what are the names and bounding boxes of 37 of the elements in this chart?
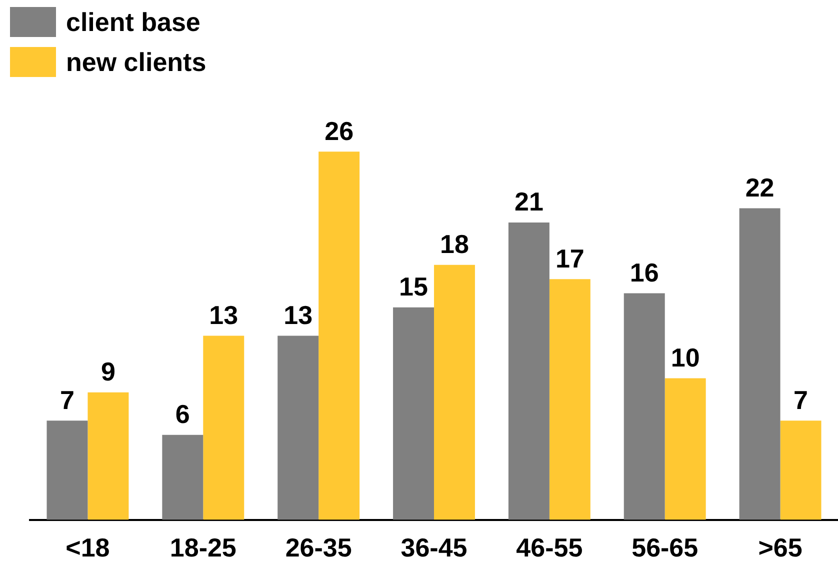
bar — [393, 307, 434, 520]
bar — [508, 222, 550, 520]
bar — [88, 392, 129, 520]
bar — [780, 420, 822, 520]
data-label: 18 — [440, 229, 469, 260]
data-label: 22 — [745, 172, 774, 202]
data-label: 13 — [284, 300, 313, 330]
x-tick-label: 46-55 — [516, 532, 583, 563]
data-label: 13 — [209, 300, 238, 330]
bar — [278, 336, 319, 520]
x-tick-label: 36-45 — [400, 532, 468, 563]
data-label: 15 — [399, 272, 428, 302]
bar — [203, 336, 244, 520]
legend-label: new clients — [66, 46, 206, 78]
data-label: 26 — [324, 116, 354, 146]
bar — [739, 208, 780, 520]
data-label: 17 — [555, 243, 584, 274]
x-tick-label: 18-25 — [170, 532, 236, 563]
bar — [549, 279, 590, 520]
data-label: 7 — [794, 384, 808, 415]
legend-label: client base — [66, 6, 200, 38]
bar — [434, 264, 475, 520]
bar — [46, 420, 88, 520]
data-label: 6 — [175, 399, 190, 430]
data-label: 21 — [514, 186, 544, 217]
data-label: 16 — [630, 257, 659, 288]
x-tick-label: <18 — [66, 532, 110, 563]
x-tick-label: 56-65 — [632, 532, 698, 563]
x-tick-label: 26-35 — [285, 532, 352, 563]
bar — [162, 434, 204, 520]
x-tick-label: >65 — [758, 532, 802, 563]
bar — [664, 378, 706, 520]
bar — [318, 152, 360, 520]
bar — [624, 293, 665, 520]
data-label: 9 — [100, 356, 116, 387]
data-label: 7 — [60, 384, 74, 415]
data-label: 10 — [670, 342, 700, 372]
